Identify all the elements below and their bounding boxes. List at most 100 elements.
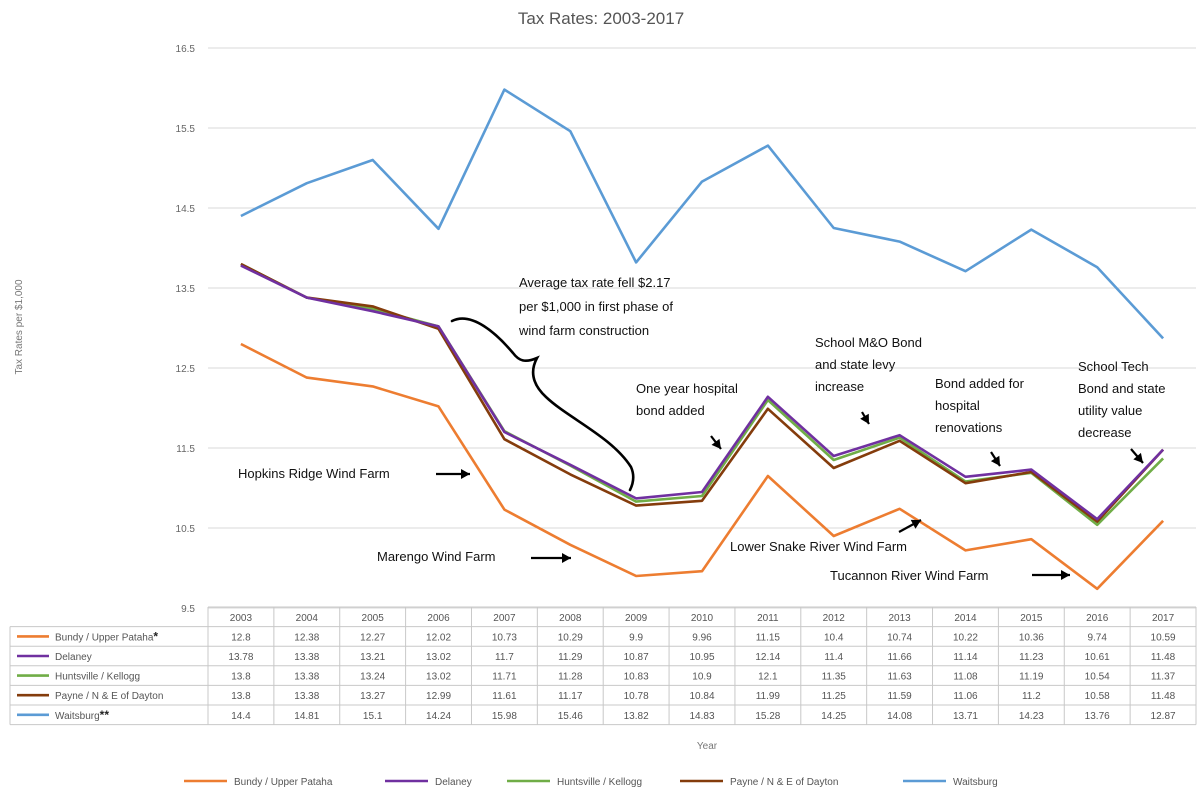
table-cell: 10.9 [692, 672, 712, 683]
table-cell: 13.02 [426, 652, 451, 663]
table-cell: 14.08 [887, 711, 912, 722]
y-tick-label: 9.5 [181, 604, 195, 615]
table-series-label: Payne / N & E of Dayton [55, 691, 163, 702]
arrow-icon [990, 451, 1001, 467]
series-line-waitsburg [240, 88, 1165, 340]
table-cell: 11.71 [492, 672, 517, 683]
table-cell: 13.24 [360, 672, 385, 683]
table-cell: 15.28 [755, 711, 780, 722]
table-cell: 12.1 [758, 672, 778, 683]
table-cell: 11.08 [953, 672, 978, 683]
table-cell: 14.83 [689, 711, 714, 722]
table-cell: 11.59 [887, 691, 912, 702]
table-cell: 11.35 [822, 672, 847, 683]
table-series-label: Delaney [55, 652, 92, 663]
table-header-cell: 2014 [954, 613, 977, 624]
y-tick-label: 11.5 [176, 444, 195, 455]
table-cell: 11.63 [887, 672, 912, 683]
table-cell: 12.87 [1151, 711, 1176, 722]
table-header-cell: 2010 [691, 613, 714, 624]
table-header-cell: 2006 [427, 613, 450, 624]
table-cell: 13.8 [231, 691, 251, 702]
table-cell: 11.14 [953, 652, 978, 663]
table-cell: 10.78 [624, 691, 649, 702]
table-header-cell: 2016 [1086, 613, 1109, 624]
y-tick-label: 10.5 [176, 524, 196, 535]
table-cell: 10.61 [1085, 652, 1110, 663]
table-cell: 14.25 [821, 711, 846, 722]
table-header-cell: 2003 [230, 613, 253, 624]
series-line-delaney [240, 264, 1165, 521]
table-series-label: Waitsburg** [55, 708, 109, 722]
annotation-text: Lower Snake River Wind Farm [730, 539, 907, 554]
table-cell: 10.54 [1085, 672, 1110, 683]
table-cell: 13.38 [294, 672, 319, 683]
legend-label: Delaney [435, 777, 472, 788]
table-header-cell: 2007 [493, 613, 516, 624]
annotation-text: School Tech [1078, 359, 1149, 374]
table-cell: 13.78 [228, 652, 253, 663]
y-axis-title: Tax Rates per $1,000 [14, 279, 25, 374]
series-line-payne-n-e-of-dayton [240, 262, 1165, 523]
annotation-text: per $1,000 in first phase of [519, 299, 673, 314]
arrow-icon [898, 519, 922, 533]
table-cell: 11.23 [1019, 652, 1044, 663]
table-header-cell: 2008 [559, 613, 582, 624]
table-cell: 11.06 [953, 691, 978, 702]
annotation-text: hospital [935, 398, 980, 413]
table-cell: 15.98 [492, 711, 517, 722]
legend-label: Bundy / Upper Pataha [234, 777, 333, 788]
table-header-cell: 2009 [625, 613, 648, 624]
table-cell: 13.27 [360, 691, 385, 702]
table-cell: 11.28 [558, 672, 583, 683]
table-cell: 13.38 [294, 691, 319, 702]
table-cell: 11.15 [756, 632, 781, 643]
chart-title: Tax Rates: 2003-2017 [518, 9, 684, 28]
legend-label: Waitsburg [953, 777, 998, 788]
curly-brace-icon [450, 317, 635, 492]
y-tick-label: 16.5 [176, 44, 196, 55]
table-series-label: Huntsville / Kellogg [55, 672, 140, 683]
table-cell: 10.83 [624, 672, 649, 683]
legend-item: Delaney [385, 777, 472, 788]
table-cell: 13.71 [953, 711, 978, 722]
table-cell: 11.48 [1151, 691, 1176, 702]
table-cell: 11.7 [495, 652, 514, 663]
table-cell: 13.38 [294, 652, 319, 663]
table-cell: 10.95 [689, 652, 714, 663]
table-cell: 10.22 [953, 632, 978, 643]
table-cell: 11.61 [492, 691, 517, 702]
table-cell: 13.21 [360, 652, 385, 663]
series-line-bundy-upper-pataha [240, 342, 1165, 591]
table-cell: 12.99 [426, 691, 451, 702]
table-cell: 13.82 [624, 711, 649, 722]
table-cell: 12.02 [426, 632, 451, 643]
annotation-text: decrease [1078, 425, 1131, 440]
table-header-cell: 2015 [1020, 613, 1043, 624]
table-cell: 12.27 [360, 632, 385, 643]
table-cell: 12.38 [294, 632, 319, 643]
arrow-icon [860, 411, 870, 425]
annotation-text: wind farm construction [518, 323, 649, 338]
table-cell: 11.25 [822, 691, 847, 702]
table-cell: 15.1 [363, 711, 383, 722]
legend-label: Payne / N & E of Dayton [730, 777, 838, 788]
annotation-text: School M&O Bond [815, 335, 922, 350]
table-cell: 11.99 [756, 691, 781, 702]
legend-item: Payne / N & E of Dayton [680, 777, 838, 788]
table-cell: 10.84 [689, 691, 714, 702]
annotations: Average tax rate fell $2.17 per $1,000 in… [238, 275, 1165, 583]
table-cell: 10.29 [558, 632, 583, 643]
table-header-cell: 2004 [296, 613, 319, 624]
table-cell: 11.48 [1151, 652, 1176, 663]
arrow-icon [531, 553, 571, 563]
table-header-cell: 2012 [823, 613, 846, 624]
table-cell: 10.87 [624, 652, 649, 663]
annotation-text: bond added [636, 403, 705, 418]
table-cell: 14.81 [294, 711, 319, 722]
table-cell: 11.17 [558, 691, 583, 702]
y-tick-label: 15.5 [176, 124, 196, 135]
annotation-text: utility value [1078, 403, 1142, 418]
arrow-icon [1130, 448, 1144, 464]
